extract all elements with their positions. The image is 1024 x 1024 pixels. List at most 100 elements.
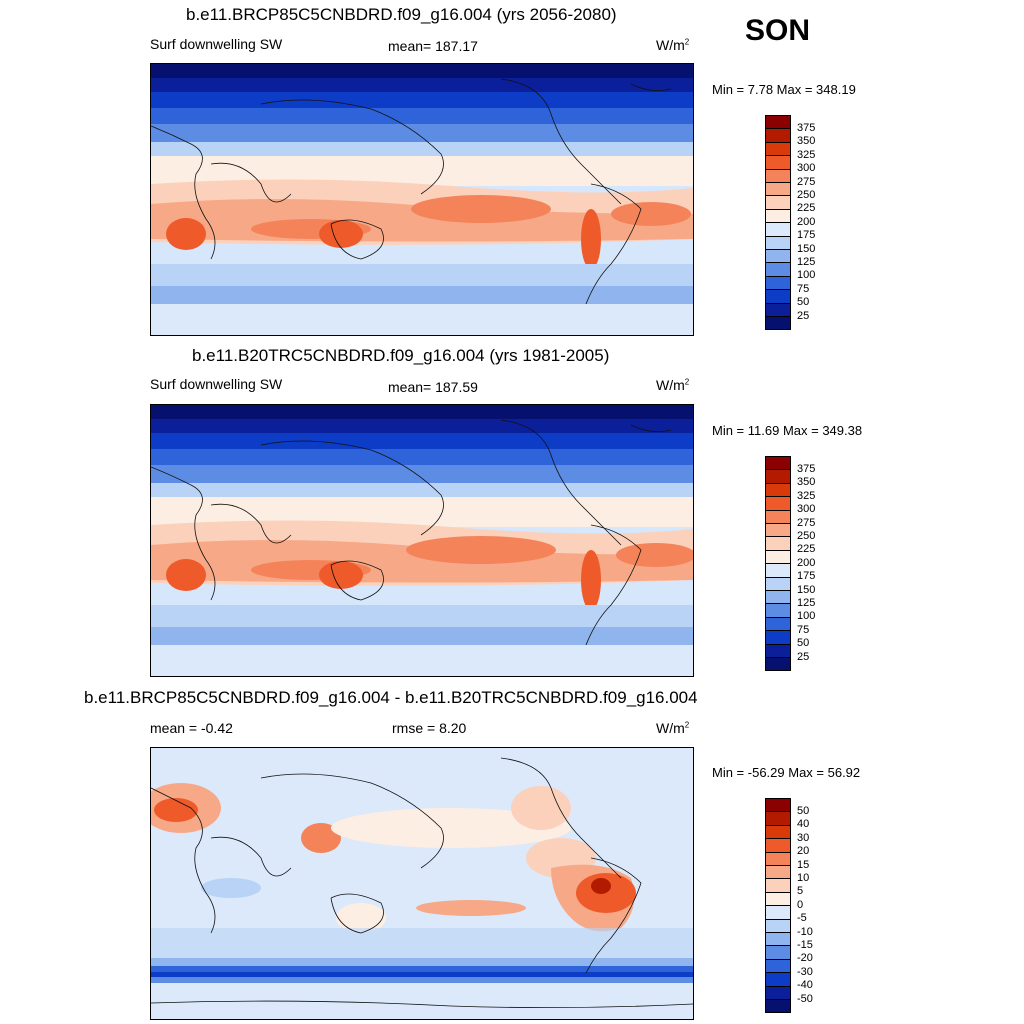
- colorbar-tick-label: 75: [797, 623, 810, 636]
- colorbar-swatch: [765, 838, 791, 853]
- colorbar-swatch: [765, 141, 791, 157]
- panel-1-map: [150, 63, 694, 336]
- colorbar-swatch: [765, 222, 791, 237]
- colorbar-swatch: [765, 128, 791, 143]
- panel-3-units: W/m2: [656, 720, 690, 736]
- colorbar-swatch: [765, 469, 791, 484]
- colorbar-tick-label: 375: [797, 121, 816, 134]
- colorbar-tick-label: 325: [797, 489, 816, 502]
- colorbar-tick-label: 50: [797, 804, 810, 817]
- colorbar-tick-label: -5: [797, 912, 807, 925]
- panel-2-map-svg: [151, 405, 693, 676]
- colorbar-tick-label: 300: [797, 503, 816, 516]
- panel-3-minmax: Min = -56.29 Max = 56.92: [712, 765, 861, 780]
- colorbar-tick-label: 275: [797, 175, 816, 188]
- colorbar-tick-label: 20: [797, 845, 810, 858]
- colorbar-swatch: [765, 275, 791, 291]
- colorbar-tick-label: 125: [797, 255, 816, 268]
- colorbar-tick-label: 100: [797, 269, 816, 282]
- panel-2-title: b.e11.B20TRC5CNBDRD.f09_g16.004 (yrs 198…: [192, 346, 610, 365]
- colorbar-swatch: [765, 865, 791, 880]
- colorbar-tick-label: 25: [797, 309, 810, 322]
- colorbar-swatch: [765, 918, 791, 933]
- colorbar-tick-label: 150: [797, 583, 816, 596]
- colorbar-tick-label: 200: [797, 215, 816, 228]
- colorbar-swatch: [765, 824, 791, 840]
- panel-2-variable-label: Surf downwelling SW: [150, 376, 283, 392]
- colorbar-swatch: [765, 932, 791, 947]
- colorbar-swatch: [765, 563, 791, 578]
- colorbar-swatch: [765, 456, 791, 471]
- colorbar-swatch: [765, 999, 791, 1014]
- colorbar-swatch: [765, 603, 791, 618]
- colorbar-tick-label: 250: [797, 529, 816, 542]
- colorbar-swatch: [765, 811, 791, 826]
- panel-3-map-svg: [151, 748, 693, 1019]
- colorbar-tick-label: 225: [797, 202, 816, 215]
- colorbar-swatch: [765, 235, 791, 250]
- colorbar-tick-label: 5: [797, 885, 804, 898]
- colorbar-tick-label: 30: [797, 831, 810, 844]
- colorbar-tick-label: 150: [797, 242, 816, 255]
- colorbar-swatch: [765, 523, 791, 538]
- colorbar-swatch: [765, 630, 791, 645]
- colorbar-swatch: [765, 576, 791, 591]
- colorbar-swatch: [765, 316, 791, 331]
- panel-2-minmax: Min = 11.69 Max = 349.38: [712, 423, 863, 438]
- colorbar-tick-label: 375: [797, 462, 816, 475]
- colorbar-tick-label: -30: [797, 965, 813, 978]
- colorbar-tick-label: 250: [797, 188, 816, 201]
- panel-2-units: W/m2: [656, 377, 690, 393]
- panel-2-mean-label: mean= 187.59: [388, 379, 478, 395]
- colorbar-tick-label: 75: [797, 282, 810, 295]
- colorbar-swatch: [765, 289, 791, 304]
- panel-2-map: [150, 404, 694, 677]
- panel-1-map-svg: [151, 64, 693, 335]
- colorbar-tick-label: 200: [797, 556, 816, 569]
- panel-1-minmax: Min = 7.78 Max = 348.19: [712, 82, 856, 97]
- colorbar-swatch: [765, 549, 791, 565]
- panel-1-colorbar: 375 350 325 300 275 250 225 200 175 150 125 100 75 50…: [765, 115, 835, 331]
- colorbar-swatch: [765, 643, 791, 658]
- colorbar-swatch: [765, 509, 791, 524]
- colorbar-tick-label: -50: [797, 992, 813, 1005]
- panel-1-variable-label: Surf downwelling SW: [150, 36, 283, 52]
- colorbar-swatch: [765, 302, 791, 317]
- colorbar-swatch: [765, 657, 791, 672]
- colorbar-swatch: [765, 590, 791, 605]
- colorbar-swatch: [765, 905, 791, 920]
- panel-2-colorbar: 375 350 325 300 275 250 225 200 175 150 125 100 75 50…: [765, 456, 835, 672]
- colorbar-swatch: [765, 945, 791, 960]
- colorbar-swatch: [765, 249, 791, 264]
- colorbar-tick-label: 100: [797, 610, 816, 623]
- colorbar-tick-label: 50: [797, 296, 810, 309]
- colorbar-swatch: [765, 878, 791, 893]
- panel-3-title: b.e11.BRCP85C5CNBDRD.f09_g16.004 - b.e11…: [84, 688, 698, 707]
- colorbar-tick-label: 125: [797, 596, 816, 609]
- colorbar-swatch: [765, 985, 791, 1000]
- colorbar-tick-label: 0: [797, 898, 804, 911]
- colorbar-tick-label: 25: [797, 650, 810, 663]
- colorbar-swatch: [765, 182, 791, 197]
- panel-1-title: b.e11.BRCP85C5CNBDRD.f09_g16.004 (yrs 20…: [186, 5, 617, 24]
- colorbar-swatch: [765, 155, 791, 170]
- colorbar-swatch: [765, 851, 791, 866]
- colorbar-tick-label: 225: [797, 543, 816, 556]
- colorbar-swatch: [765, 262, 791, 277]
- colorbar-swatch: [765, 482, 791, 498]
- panel-1-units: W/m2: [656, 37, 690, 53]
- colorbar-swatch: [765, 958, 791, 974]
- colorbar-swatch: [765, 168, 791, 183]
- panel-3-rmse-label: rmse = 8.20: [392, 720, 467, 736]
- colorbar-swatch: [765, 891, 791, 907]
- panel-1-mean-label: mean= 187.17: [388, 38, 478, 54]
- colorbar-tick-label: 10: [797, 871, 810, 884]
- colorbar-tick-label: -40: [797, 979, 813, 992]
- colorbar-swatch: [765, 536, 791, 551]
- panel-3-colorbar: 50 40 30 20 15 10 5 0 -5 -10 -15 -20 -30 -40 -50: [765, 798, 835, 1014]
- colorbar-tick-label: 275: [797, 516, 816, 529]
- colorbar-tick-label: -10: [797, 925, 813, 938]
- colorbar-swatch: [765, 208, 791, 224]
- colorbar-tick-label: 350: [797, 135, 816, 148]
- colorbar-tick-label: 350: [797, 476, 816, 489]
